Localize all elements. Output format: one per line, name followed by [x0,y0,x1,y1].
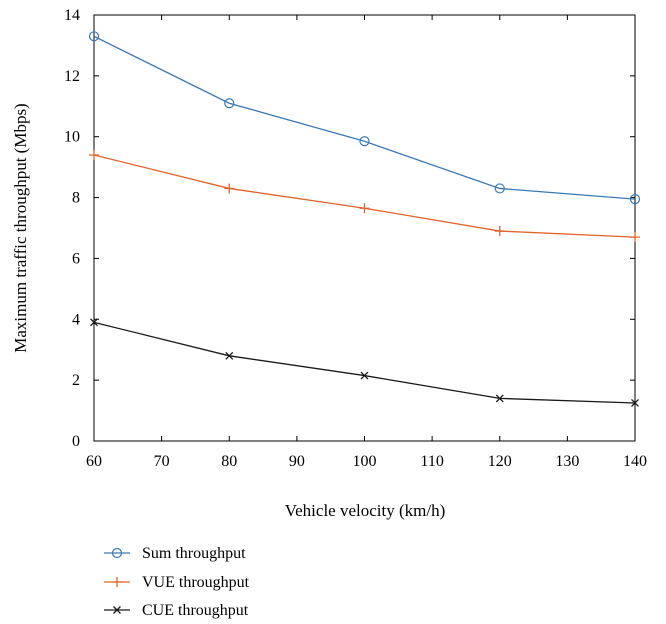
legend-item-vue: VUE throughput [104,574,250,591]
legend-symbol-cue [113,606,121,614]
x-tick-label: 80 [221,453,237,470]
legend-label-cue: CUE throughput [142,602,249,619]
y-axis-title: Maximum traffic throughput (Mbps) [11,103,30,352]
data-point-vue [224,183,235,194]
y-tick-label: 8 [72,190,80,207]
y-tick-label: 4 [72,311,80,328]
data-point-sum [359,136,370,147]
legend-label-vue: VUE throughput [142,574,250,591]
y-tick-label: 12 [64,68,80,85]
data-point-cue [225,351,234,360]
series-sum [88,31,641,205]
legend-item-sum: Sum throughput [104,545,246,562]
y-tick-label: 2 [72,372,80,389]
y-axis-ticks: 0 2 4 6 8 10 12 14 [64,7,635,450]
legend-label-sum: Sum throughput [142,545,246,562]
legend-item-cue: CUE throughput [104,602,249,619]
data-point-vue [494,226,505,237]
y-tick-label: 10 [64,129,80,146]
data-point-sum [88,31,100,42]
data-point-sum [629,193,641,205]
series-line-sum [93,35,636,200]
series-layer [88,31,641,407]
data-point-vue [359,203,370,214]
legend-marker-sum [104,547,130,559]
data-point-cue [90,318,98,327]
legend-marker-vue [104,577,130,587]
series-line-vue [93,154,636,238]
x-tick-label: 140 [623,453,647,470]
legend-marker-cue [104,606,130,614]
data-point-vue [89,149,99,160]
x-tick-label: 130 [555,453,579,470]
x-tick-label: 70 [154,453,170,470]
data-point-cue [631,399,639,407]
x-tick-label: 60 [86,453,102,470]
y-tick-label: 14 [64,7,80,24]
y-tick-label: 6 [72,250,80,267]
x-axis-ticks: 60 70 80 90 100 110 120 130 140 [86,15,647,470]
x-tick-label: 100 [353,453,377,470]
x-tick-label: 90 [289,453,305,470]
data-point-cue [495,394,504,403]
y-tick-label: 0 [72,433,80,450]
data-point-cue [360,371,369,380]
plot-frame [93,14,636,442]
series-line-cue [93,321,636,404]
series-vue [89,149,640,243]
x-axis-title: Vehicle velocity (km/h) [285,501,446,520]
plot-area-border [93,14,636,442]
data-point-sum [494,183,505,194]
data-point-vue [630,232,640,243]
data-point-sum [224,98,235,109]
legend: Sum throughput VUE throughput CUE throug… [104,545,250,619]
legend-symbol-sum [111,547,123,559]
x-tick-label: 120 [488,453,512,470]
legend-symbol-vue [112,577,122,587]
series-cue [90,318,639,407]
x-tick-label: 110 [420,453,443,470]
